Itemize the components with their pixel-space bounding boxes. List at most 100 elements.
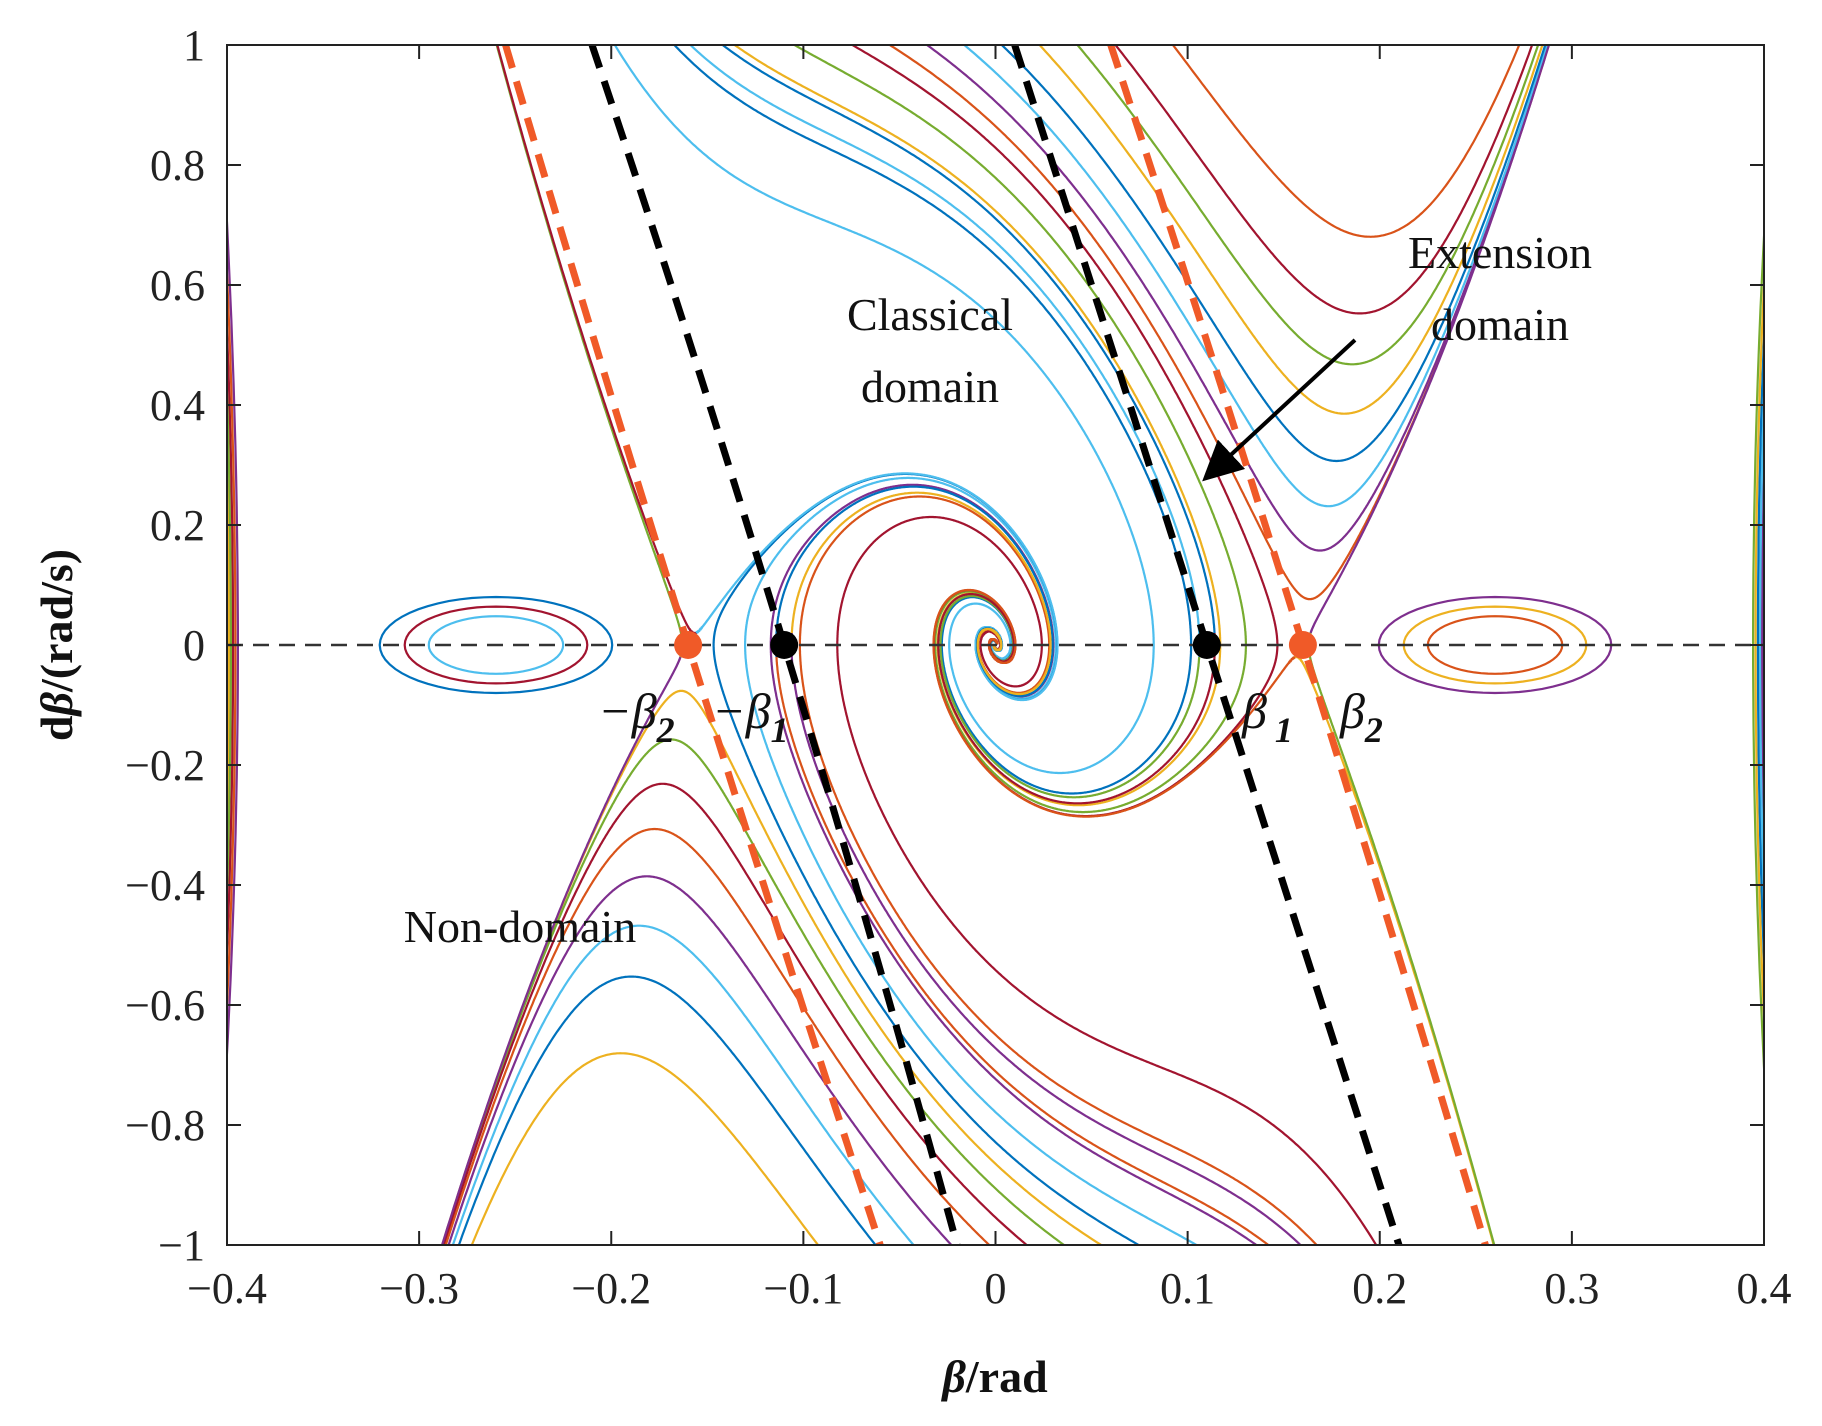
trajectory-line [688, 45, 1201, 657]
trajectory-line [1774, 0, 1802, 489]
trajectory-line [1774, 0, 1799, 345]
x-tick-label: −0.2 [571, 1264, 651, 1313]
trajectory-line [1767, 0, 1798, 981]
label-minus-beta2: −β2 [598, 683, 675, 750]
x-tick-label: −0.3 [379, 1264, 459, 1313]
trajectory-line [836, 515, 1378, 1245]
trajectory-line [442, 782, 1029, 1245]
trajectory-line [925, 45, 1550, 552]
trajectory-line [613, 45, 1155, 775]
equilibrium-points [674, 631, 1317, 659]
trajectory-line [203, 1161, 217, 1348]
trajectory-line [457, 975, 877, 1245]
trajectory-line [1774, 0, 1800, 381]
trajectory-line [775, 657, 1271, 1245]
trajectory-line [798, 495, 1319, 1245]
y-tick-label: −1 [158, 1221, 205, 1270]
y-axis-title: dβ/(rad/s) [31, 549, 82, 741]
trajectory-line [1752, 216, 1764, 1089]
trajectory-line [1774, 0, 1798, 309]
trajectory-line [1773, 0, 1801, 729]
trajectory-line [1774, 0, 1790, 165]
trajectory-line [1774, 0, 1802, 525]
trajectory-line [440, 656, 682, 1245]
trajectory-line [1774, 0, 1803, 561]
classical-domain-label-line1: Classical [847, 289, 1013, 340]
trajectory-line [1307, 632, 1496, 1245]
y-tick-label: 0 [183, 621, 205, 670]
classical-domain-label-line2: domain [861, 361, 999, 412]
x-tick-label: 0.1 [1160, 1264, 1215, 1313]
equilibrium-marker [770, 631, 799, 659]
trajectory-line [1771, 0, 1801, 873]
trajectory-line [720, 45, 1216, 633]
trajectory-line [496, 45, 697, 635]
trajectory-line [1774, 0, 1788, 129]
trajectory-line [194, 345, 223, 1337]
trajectory-line [1774, 0, 1803, 597]
extension-domain-label-line1: Extension [1408, 227, 1592, 278]
closed-orbit [1377, 595, 1613, 695]
x-tick-label: 0.4 [1737, 1264, 1792, 1313]
y-tick-label: −0.8 [125, 1101, 205, 1150]
trajectory-line [227, 201, 239, 1074]
x-tick-label: 0.3 [1544, 1264, 1599, 1313]
trajectory-line [1774, 0, 1801, 417]
trajectory-line [1774, 0, 1784, 57]
extension-domain-label-line2: domain [1431, 299, 1569, 350]
trajectory-line [1774, 0, 1803, 627]
trajectory-line [447, 875, 953, 1245]
x-tick-label: −0.1 [763, 1264, 843, 1313]
closed-orbit [378, 595, 614, 695]
trajectory-line [227, 357, 233, 927]
trajectory-line [1000, 45, 1547, 463]
trajectory-line [1076, 45, 1540, 366]
phase-trajectories [193, 0, 1803, 1362]
trajectory-line [227, 250, 237, 1028]
label-beta2: β2 [1339, 683, 1383, 750]
trajectory-line [932, 588, 1297, 818]
trajectory-line [1773, 0, 1801, 765]
trajectory-line [1771, 0, 1801, 837]
trajectory-line [444, 827, 991, 1245]
y-tick-label: 1 [183, 21, 205, 70]
label-minus-beta1: −β1 [712, 683, 789, 750]
trajectory-line [1770, 0, 1799, 909]
y-tick-label: 0.6 [150, 261, 205, 310]
trajectory-line [1774, 0, 1803, 663]
trajectory-line [1774, 0, 1794, 273]
x-tick-label: −0.4 [187, 1264, 267, 1313]
trajectory-line [441, 738, 1066, 1245]
nondomain-label: Non-domain [404, 901, 637, 952]
trajectory-line [1768, 0, 1797, 945]
trajectory-line [1758, 363, 1764, 933]
trajectory-line [1760, 425, 1764, 870]
axis-ticks: −0.4 −0.3 −0.2 −0.1 0 0.1 0.2 0.3 0.4 −1 −0.8 −0.6 −… [125, 21, 1791, 1313]
trajectory-line [1774, 0, 1786, 93]
trajectory-line [939, 594, 1201, 799]
trajectory-line [1171, 45, 1521, 238]
y-tick-label: 0.2 [150, 501, 205, 550]
trajectory-line [195, 273, 225, 1353]
trajectory-line [1774, 0, 1803, 693]
y-tick-label: 0.4 [150, 381, 205, 430]
y-tick-label: 0.8 [150, 141, 205, 190]
x-tick-label: 0 [985, 1264, 1007, 1313]
y-tick-label: −0.2 [125, 741, 205, 790]
equilibrium-marker [1192, 631, 1221, 659]
trajectory-line [1114, 45, 1534, 315]
trajectory-line [451, 924, 915, 1245]
trajectory-line [962, 45, 1549, 508]
trajectory-line [1774, 0, 1793, 237]
trajectory-line [470, 1052, 820, 1245]
equilibrium-marker [674, 631, 703, 659]
trajectory-line [1766, 0, 1796, 1017]
trajectory-line [193, 309, 224, 1362]
extension-domain-arrow [1202, 338, 1357, 482]
trajectory-line [790, 633, 1303, 1245]
trajectory-line [1754, 262, 1764, 1040]
equilibrium-marker [1288, 631, 1317, 659]
trajectory-line [1774, 0, 1792, 201]
